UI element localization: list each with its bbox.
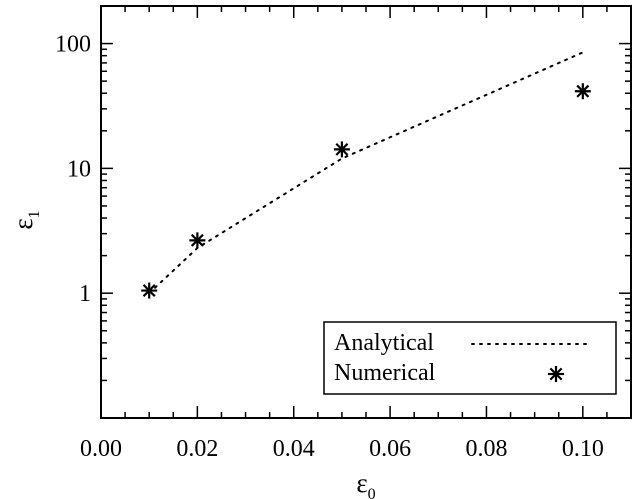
y-tick-label: 1 <box>79 281 91 307</box>
legend: Analytical Numerical <box>323 321 617 395</box>
y-axis-label-sub: 1 <box>26 210 43 218</box>
x-tick-label: 0.00 <box>80 436 122 462</box>
legend-marker-numerical <box>548 366 564 382</box>
x-axis-label: ε0 <box>356 468 375 499</box>
x-tick-label: 0.10 <box>562 436 604 462</box>
y-axis-label-main: ε <box>8 218 38 229</box>
series-layer <box>141 51 591 299</box>
data-point-numerical <box>189 232 206 249</box>
x-axis-label-sub: 0 <box>368 486 376 499</box>
legend-box <box>323 321 617 395</box>
data-point-numerical <box>574 83 591 100</box>
y-tick-label: 100 <box>55 32 91 58</box>
series-line-analytical <box>148 51 584 295</box>
legend-label-analytical: Analytical <box>334 330 434 356</box>
x-tick-label: 0.06 <box>369 436 411 462</box>
x-axis-label-main: ε <box>356 468 367 498</box>
legend-marker-asterisk <box>548 366 564 382</box>
data-point-numerical <box>333 141 350 158</box>
x-tick-label: 0.02 <box>176 436 218 462</box>
x-tick-label: 0.04 <box>273 436 315 462</box>
x-tick-label: 0.08 <box>465 436 507 462</box>
data-point-numerical <box>141 282 158 299</box>
y-axis-label: ε1 <box>8 210 43 229</box>
x-axis-ticks: 0.00 0.02 0.04 0.06 0.08 0.10 <box>80 6 632 462</box>
legend-label-numerical: Numerical <box>334 360 436 386</box>
y-tick-label: 10 <box>67 156 91 182</box>
y-axis-ticks: 1 10 100 <box>55 5 631 419</box>
